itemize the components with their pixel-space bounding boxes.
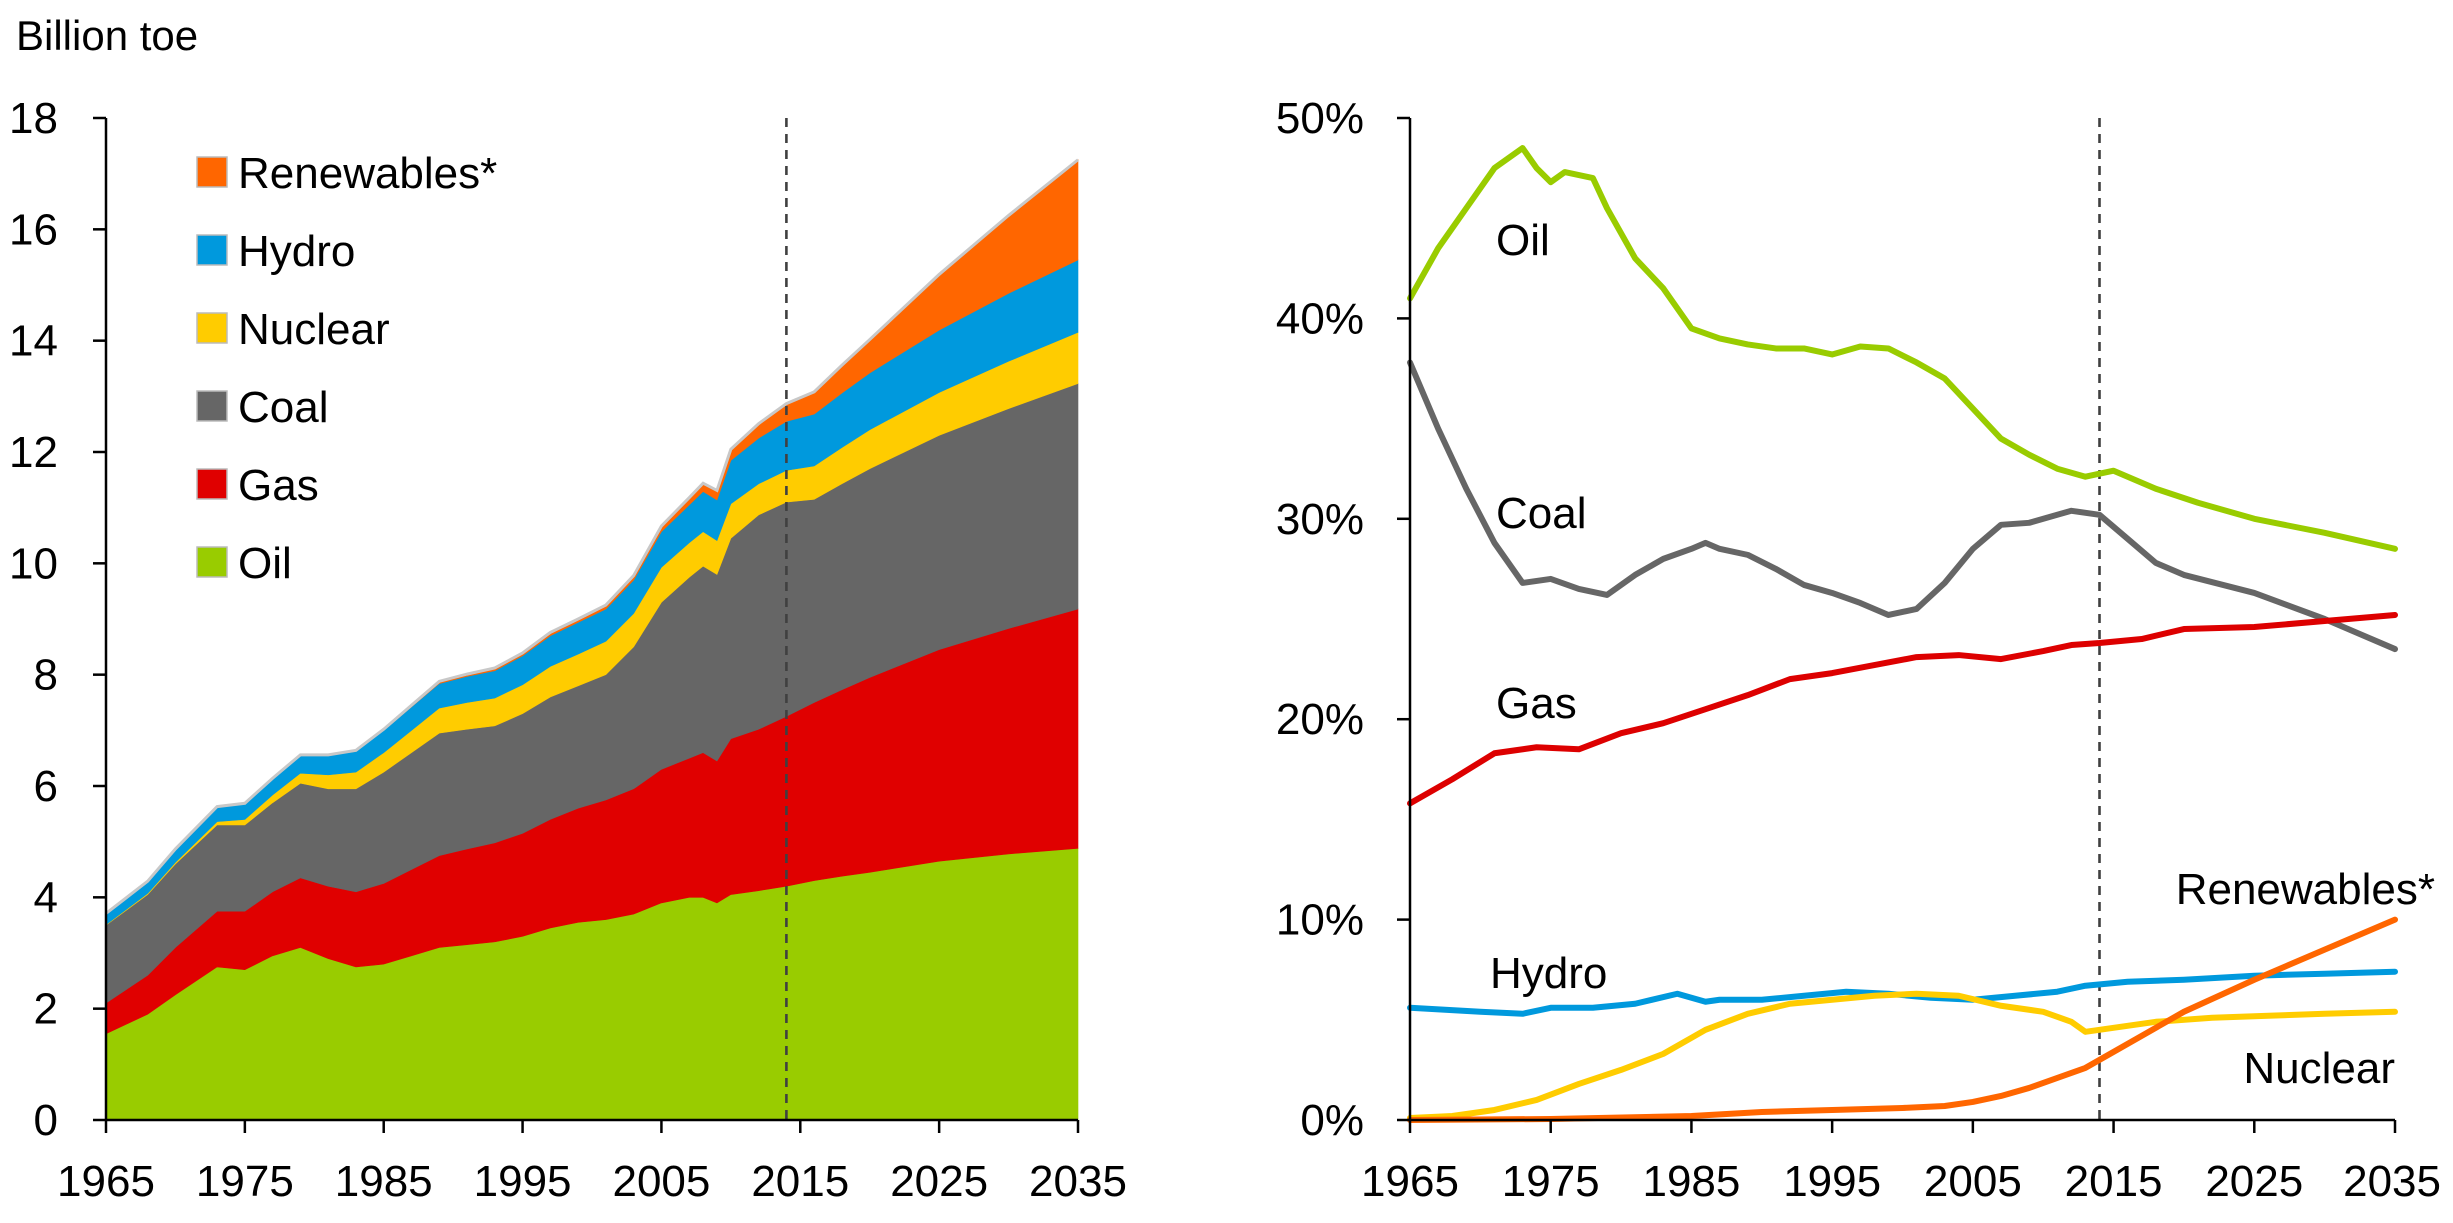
x-tick-label: 1975: [196, 1157, 294, 1206]
y-tick-label: 2: [34, 985, 58, 1034]
x-axis-ticks: 1965 1975 1985 1995 2005 2015 2025 2035: [57, 1120, 1127, 1206]
y-tick-label: 30%: [1276, 495, 1364, 544]
y-axis-ticks: 0 2 4 6 8 10 12 14 16 18: [9, 94, 106, 1145]
y-tick-label: 50%: [1276, 94, 1364, 143]
legend-label-gas: Gas: [238, 461, 319, 510]
area-top-outline: [105, 158, 1079, 915]
series-label-nuclear: Nuclear: [2243, 1044, 2395, 1093]
y-tick-label: 0: [34, 1096, 58, 1145]
y-tick-label: 40%: [1276, 294, 1364, 343]
x-tick-label: 1985: [335, 1157, 433, 1206]
y-tick-label: 6: [34, 762, 58, 811]
x-tick-label: 2025: [2205, 1157, 2303, 1206]
x-tick-label: 2035: [1029, 1157, 1127, 1206]
legend-label-renewables: Renewables*: [238, 149, 497, 198]
x-tick-label: 2005: [1924, 1157, 2022, 1206]
series-label-renewables: Renewables*: [2176, 865, 2435, 914]
y-tick-label: 20%: [1276, 695, 1364, 744]
y-tick-label: 8: [34, 651, 58, 700]
legend: Renewables* Hydro Nuclear Coal Gas Oil: [196, 149, 497, 588]
y-tick-label: 12: [9, 428, 58, 477]
x-axis-ticks: 1965 1975 1985 1995 2005 2015 2025 2035: [1361, 1120, 2441, 1206]
y-tick-label: 18: [9, 94, 58, 143]
line-hydro: [1407, 968, 2398, 1017]
series-labels: Oil Coal Gas Hydro Renewables* Nuclear: [1490, 216, 2435, 1093]
y-axis-ticks: 0% 10% 20% 30% 40% 50%: [1276, 94, 1410, 1145]
x-tick-label: 2015: [751, 1157, 849, 1206]
series-label-oil: Oil: [1496, 216, 1550, 265]
y-tick-label: 0%: [1300, 1096, 1364, 1145]
y-tick-label: 14: [9, 317, 58, 366]
line-renewables: [1407, 916, 2398, 1123]
x-tick-label: 2025: [890, 1157, 988, 1206]
x-tick-label: 1995: [474, 1157, 572, 1206]
x-tick-label: 2005: [612, 1157, 710, 1206]
legend-label-coal: Coal: [238, 383, 329, 432]
line-oil: [1407, 145, 2398, 552]
line-gas: [1407, 611, 2398, 807]
legend-swatch-nuclear: [196, 312, 228, 344]
y-tick-label: 10: [9, 539, 58, 588]
legend-swatch-renewables: [196, 156, 228, 188]
x-tick-label: 2035: [2343, 1157, 2441, 1206]
series-label-gas: Gas: [1496, 679, 1577, 728]
legend-swatch-oil: [196, 546, 228, 578]
legend-label-nuclear: Nuclear: [238, 305, 390, 354]
legend-swatch-coal: [196, 390, 228, 422]
x-tick-label: 1965: [57, 1157, 155, 1206]
legend-label-hydro: Hydro: [238, 227, 355, 276]
series-label-coal: Coal: [1496, 489, 1587, 538]
x-tick-label: 1975: [1502, 1157, 1600, 1206]
series-lines: [1407, 145, 2398, 1123]
share-line-chart: 0% 10% 20% 30% 40% 50% 1965 1975 1985 1995 2005 20…: [1276, 94, 2441, 1206]
series-label-hydro: Hydro: [1490, 949, 1607, 998]
y-tick-label: 16: [9, 205, 58, 254]
y-axis-unit-label: Billion toe: [16, 12, 198, 59]
line-coal: [1407, 359, 2398, 653]
y-tick-label: 10%: [1276, 896, 1364, 945]
x-tick-label: 2015: [2065, 1157, 2163, 1206]
x-tick-label: 1995: [1783, 1157, 1881, 1206]
x-tick-label: 1965: [1361, 1157, 1459, 1206]
y-tick-label: 4: [34, 873, 58, 922]
legend-swatch-gas: [196, 468, 228, 500]
area-layers: [105, 158, 1079, 1121]
legend-swatch-hydro: [196, 234, 228, 266]
x-tick-label: 1985: [1642, 1157, 1740, 1206]
stacked-area-chart: Billion toe 0 2 4 6 8 10 12 14 16 18 1965 1975 1985…: [9, 12, 1127, 1206]
legend-label-oil: Oil: [238, 539, 292, 588]
